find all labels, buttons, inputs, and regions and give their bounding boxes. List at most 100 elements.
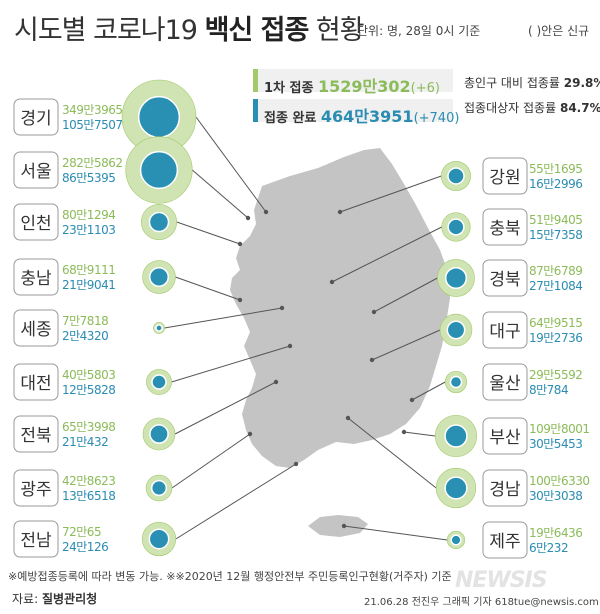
leader-dot-서울 xyxy=(245,215,251,221)
region-box-세종 xyxy=(13,309,59,347)
page-title: 시도별 코로나19 백신 접종 현황 xyxy=(14,15,365,46)
value-first-대전: 40만5803 xyxy=(62,368,115,382)
region-name-제주: 제주 xyxy=(489,532,520,552)
bubble-complete-서울 xyxy=(139,150,179,190)
value-first-서울: 282만5862 xyxy=(62,156,122,170)
leader-line-울산 xyxy=(411,381,446,401)
first-dose-new: (+6) xyxy=(410,81,440,96)
rate-target-label: 접종대상자 접종률 xyxy=(464,101,557,115)
value-complete-제주: 6만232 xyxy=(529,541,568,555)
value-first-부산: 109만8001 xyxy=(529,422,589,436)
value-first-강원: 55만1695 xyxy=(529,162,582,176)
value-first-전북: 65만3998 xyxy=(62,420,115,434)
region-box-인천 xyxy=(13,203,59,241)
footnote: ※예방접종등록에 따라 변동 가능. ※※2020년 12월 행정안전부 주민등… xyxy=(8,570,452,583)
complete-summary: 접종 완료 464만3951(+740) xyxy=(253,99,459,126)
complete-swatch xyxy=(253,99,258,122)
region-name-경기: 경기 xyxy=(20,109,51,129)
bubble-complete-부산 xyxy=(444,424,468,448)
region-name-충북: 충북 xyxy=(489,219,520,239)
value-complete-부산: 30만5453 xyxy=(529,437,582,451)
leader-line-인천 xyxy=(176,221,241,245)
complete-label: 접종 완료 xyxy=(264,111,317,126)
region-box-충남 xyxy=(13,258,59,296)
leader-line-전북 xyxy=(174,381,277,435)
value-first-충북: 51만9405 xyxy=(529,213,582,227)
leader-dot-제주 xyxy=(341,523,347,529)
region-name-부산: 부산 xyxy=(489,428,521,448)
bubble-complete-전남 xyxy=(148,528,170,550)
rate-target-value: 84.7% xyxy=(559,101,600,115)
leader-line-충북 xyxy=(331,226,442,283)
korea-mainland-shape xyxy=(230,148,450,468)
region-name-대전: 대전 xyxy=(20,374,51,394)
leader-line-강원 xyxy=(339,175,442,213)
bubble-complete-울산 xyxy=(449,375,463,389)
region-box-제주 xyxy=(482,521,528,559)
leader-line-전남 xyxy=(175,463,297,540)
leader-line-제주 xyxy=(343,525,448,541)
source-name: 질병관리청 xyxy=(41,592,98,606)
region-box-강원 xyxy=(482,157,528,195)
value-complete-광주: 13만6518 xyxy=(62,489,115,503)
complete-value: 464만3951 xyxy=(320,107,414,126)
value-complete-경기: 105만7507 xyxy=(62,118,122,132)
leader-dot-충남 xyxy=(237,297,243,303)
region-box-서울 xyxy=(13,151,59,189)
leader-dot-전북 xyxy=(273,379,279,385)
value-first-제주: 19만6436 xyxy=(529,526,582,540)
region-box-경기 xyxy=(13,98,59,136)
first-dose-swatch xyxy=(253,69,258,92)
region-name-경북: 경북 xyxy=(489,270,520,290)
bubble-complete-광주 xyxy=(150,479,168,497)
region-box-부산 xyxy=(482,417,528,455)
region-box-광주 xyxy=(13,469,59,507)
source: 자료: 질병관리청 xyxy=(12,592,98,606)
bubble-complete-경남 xyxy=(444,476,468,500)
leader-line-경기 xyxy=(195,116,267,213)
region-box-충북 xyxy=(482,208,528,246)
bubble-complete-전북 xyxy=(149,424,169,444)
region-box-경북 xyxy=(482,259,528,297)
leader-dot-인천 xyxy=(237,241,243,247)
value-first-전남: 72만65 xyxy=(62,525,101,539)
region-box-대구 xyxy=(482,311,528,349)
first-dose-label: 1차 접종 xyxy=(264,81,314,96)
region-name-서울: 서울 xyxy=(20,162,51,182)
rate-total: 총인구 대비 접종률 29.8% xyxy=(464,74,600,91)
value-complete-서울: 86만5395 xyxy=(62,171,115,185)
region-name-세종: 세종 xyxy=(20,320,51,340)
value-first-광주: 42만8623 xyxy=(62,474,115,488)
value-first-경남: 100만6330 xyxy=(529,474,589,488)
value-complete-전남: 24만126 xyxy=(62,540,108,554)
region-name-전남: 전남 xyxy=(20,531,52,551)
region-name-인천: 인천 xyxy=(20,214,51,234)
bubble-complete-경기 xyxy=(137,95,181,139)
value-complete-인천: 23만1103 xyxy=(62,223,115,237)
leader-dot-세종 xyxy=(279,305,285,311)
value-first-경북: 87만6789 xyxy=(529,264,582,278)
bubble-layer xyxy=(121,79,478,557)
leader-dot-충북 xyxy=(329,279,335,285)
value-first-대구: 64만9515 xyxy=(529,316,582,330)
region-name-충남: 충남 xyxy=(20,269,52,289)
leader-dot-경남 xyxy=(345,415,351,421)
bubble-complete-경북 xyxy=(444,266,468,290)
leader-dot-대구 xyxy=(369,357,375,363)
value-first-인천: 80만1294 xyxy=(62,208,115,222)
leader-lines xyxy=(164,116,448,541)
leader-line-부산 xyxy=(403,431,436,437)
bubble-complete-세종 xyxy=(155,324,163,332)
value-complete-경남: 30만3038 xyxy=(529,489,582,503)
leader-line-경북 xyxy=(373,277,438,313)
bubble-complete-충북 xyxy=(447,218,465,236)
value-first-울산: 29만5592 xyxy=(529,368,582,382)
value-complete-전북: 21만432 xyxy=(62,435,108,449)
unit-note: 단위: 명, 28일 0시 기준 xyxy=(357,24,481,38)
value-complete-충남: 21만9041 xyxy=(62,278,115,292)
region-name-강원: 강원 xyxy=(489,168,520,188)
leader-dot-광주 xyxy=(247,431,253,437)
region-name-전북: 전북 xyxy=(20,426,51,446)
